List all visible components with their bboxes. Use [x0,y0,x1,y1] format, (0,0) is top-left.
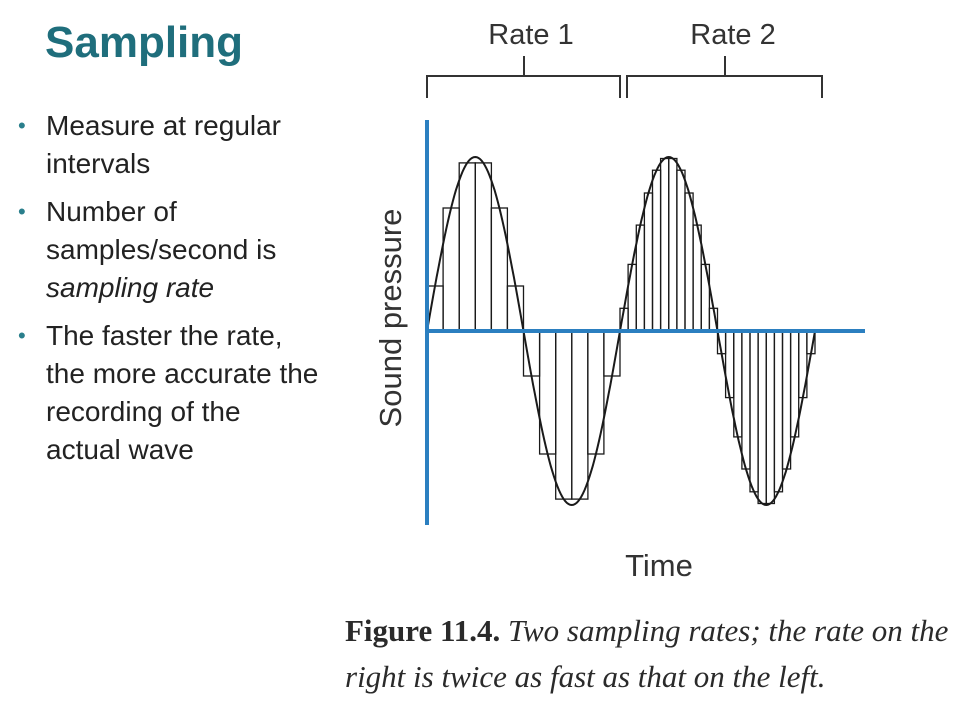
y-axis-label: Sound pressure [373,209,408,428]
rate-2-sample-bar [757,330,767,505]
rate-brackets [426,56,823,98]
rate-2-sample-bar [659,157,670,332]
bullet-text: Measure at regular intervals [46,110,282,179]
rate-1-sample-bar [587,330,605,455]
rate-2-sample-bar [749,330,759,493]
caption-text: Two sampling rates; the rate on the righ… [345,613,949,694]
rate-1-sample-bar [474,162,493,332]
bullet-item: • The faster the rate, the more accurate… [18,317,323,469]
bullet-dot-icon: • [18,199,26,224]
rate-2-sample-bar [765,330,776,505]
rate-1-sample-bar [522,330,541,377]
figure-caption: Figure 11.4. Two sampling rates; the rat… [345,608,955,700]
bullet-text: The faster the rate, the more accurate t… [46,320,319,465]
rate-2-sample-bar [651,169,662,332]
rate-1-sample-bar [426,285,444,332]
rate-2-sample-bar [773,330,784,493]
rate-1-bracket [426,56,621,98]
rate-1-sample-bar [490,207,509,332]
bullet-dot-icon: • [18,323,26,348]
slide-title: Sampling [45,18,244,67]
bullet-list: • Measure at regular intervals • Number … [18,107,323,479]
rate-2-sample-bar [668,157,678,332]
rate-1-sample-bar [555,330,573,500]
bullet-item: • Measure at regular intervals [18,107,323,183]
rate-1-sample-bar [603,330,621,377]
bullet-dot-icon: • [18,113,26,138]
bullet-text: Number of samples/second is [46,196,277,265]
rate-2-sample-bar [643,192,654,332]
caption-number: Figure 11.4. [345,613,501,648]
bullet-text-emphasis: sampling rate [46,272,215,303]
rate-2-sample-bar [676,169,686,332]
rate-1-sample-bar [506,285,525,332]
rate-2-sample-bar [781,330,792,470]
rate-1-sample-bar [442,207,460,332]
rate-2-sample-bar [741,330,751,470]
rate-1-sample-bar [458,162,476,332]
rate-2-bracket [626,56,823,98]
rate-2-label: Rate 2 [690,19,775,51]
rate-1-sample-bar [571,330,589,500]
rate-1-sample-bar [538,330,557,455]
rate-1-label: Rate 1 [488,19,573,51]
bullet-item: • Number of samples/second is sampling r… [18,193,323,307]
rate-2-sample-bar [684,192,694,332]
x-axis-label: Time [625,548,693,583]
